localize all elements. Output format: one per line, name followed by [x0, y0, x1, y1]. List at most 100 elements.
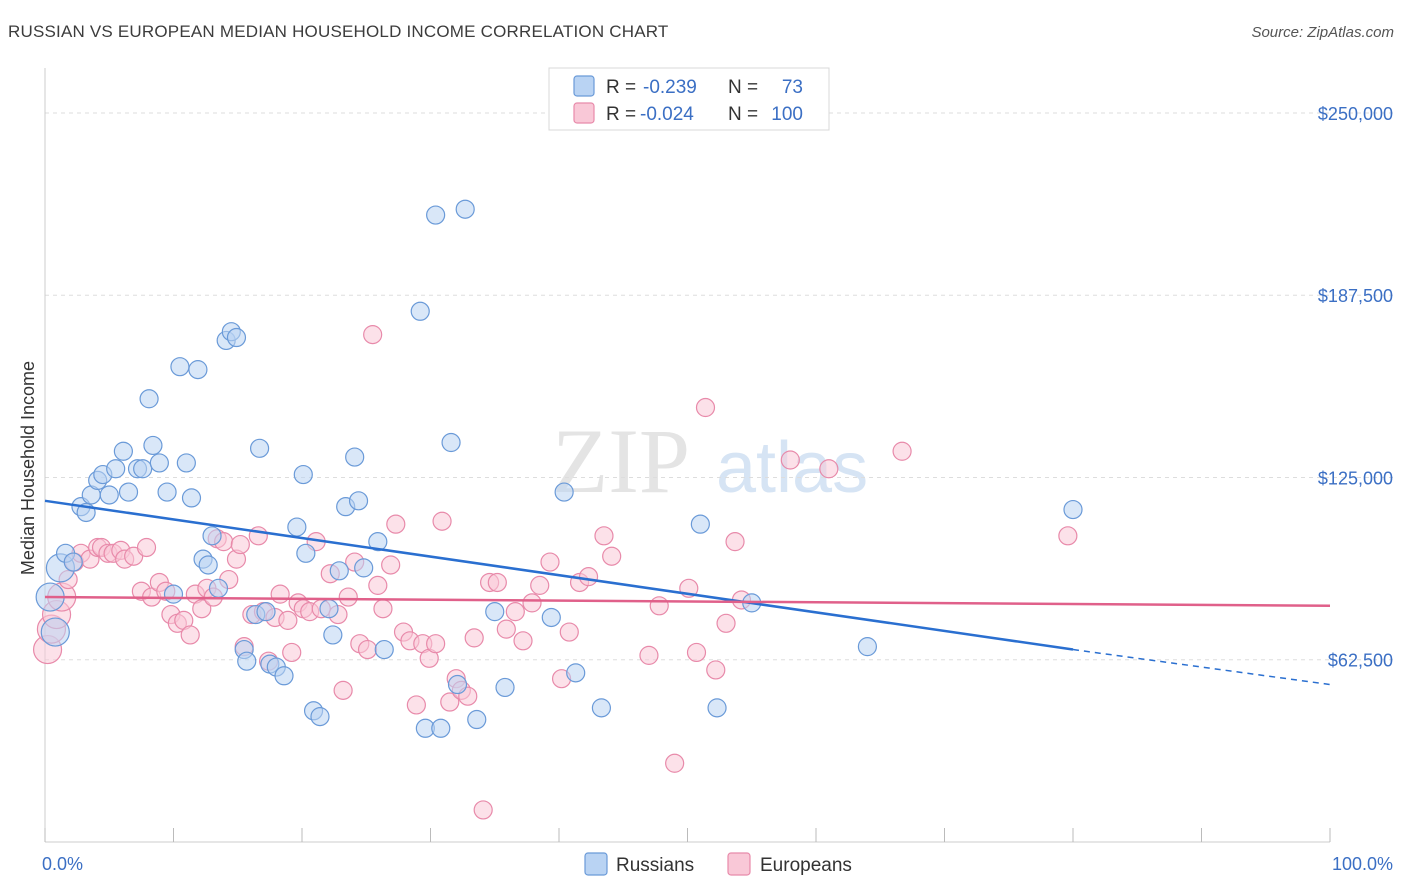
russians-point-19 [157, 482, 177, 502]
europeans-point-88 [665, 753, 685, 773]
russians-point-40 [287, 517, 307, 537]
europeans-point-71 [473, 800, 493, 820]
europeans-point-65 [432, 511, 452, 531]
x-tick-label-min: 0.0% [42, 854, 83, 874]
europeans-point-78 [530, 575, 550, 595]
legend-n-label-russians: N = [728, 77, 758, 98]
russians-point-26 [198, 555, 218, 575]
europeans-point-75 [505, 602, 525, 622]
russians-point-23 [181, 488, 202, 508]
series-legend-label-europeans: Europeans [760, 855, 852, 876]
russians-point-11 [106, 459, 126, 479]
russians-trendline [44, 499, 1074, 651]
russians-point-70 [857, 637, 878, 657]
europeans-point-91 [695, 397, 716, 418]
europeans-point-23 [180, 625, 200, 645]
europeans-point-90 [686, 642, 707, 663]
russians-point-24 [188, 360, 208, 380]
europeans-point-50 [338, 587, 358, 607]
y-tick-label-1: $125,000 [1318, 468, 1393, 488]
russians-point-51 [354, 558, 374, 578]
russians-point-36 [256, 602, 276, 622]
europeans-point-93 [716, 613, 736, 633]
chart-source: Source: ZipAtlas.com [1251, 24, 1394, 41]
europeans-points [32, 325, 1078, 820]
russians-point-44 [310, 707, 330, 727]
series-legend-swatch-russians [584, 852, 608, 876]
russians-point-28 [208, 578, 229, 598]
europeans-point-94 [725, 532, 745, 552]
russians-point-50 [348, 491, 369, 511]
russians-point-41 [293, 464, 313, 485]
gridlines [45, 112, 1395, 661]
russians-point-47 [329, 561, 349, 581]
legend-r-label-europeans: R = [606, 104, 636, 125]
russians-point-56 [426, 205, 446, 225]
russians-point-21 [170, 357, 190, 377]
russians-point-22 [176, 453, 196, 473]
europeans-point-57 [381, 555, 401, 575]
legend-n-value-russians: 73 [782, 77, 803, 98]
russians-trendline-extension [1072, 648, 1331, 686]
russians-point-4 [63, 552, 83, 572]
russians-point-10 [99, 485, 119, 505]
y-tick-label-3: $250,000 [1318, 104, 1393, 124]
europeans-point-85 [602, 546, 622, 566]
y-tick-label-0: $62,500 [1328, 651, 1393, 671]
russians-point-35 [249, 438, 270, 458]
europeans-point-64 [426, 634, 446, 654]
russians-point-71 [1063, 499, 1083, 520]
europeans-point-56 [373, 599, 393, 619]
europeans-point-16 [136, 537, 157, 558]
russians-point-16 [139, 389, 159, 409]
y-axis-label: Median Household Income [18, 361, 38, 575]
x-tick-label-max: 100.0% [1332, 854, 1393, 874]
europeans-point-81 [559, 622, 579, 642]
russians-point-1 [40, 617, 70, 647]
watermark-zip: ZIP [552, 410, 690, 512]
russians-point-67 [591, 698, 612, 718]
europeans-point-77 [522, 593, 542, 613]
europeans-point-41 [282, 642, 302, 663]
legend-n-label-europeans: N = [728, 104, 758, 125]
russians-point-46 [323, 625, 343, 645]
russians-point-18 [149, 453, 169, 473]
europeans-point-39 [270, 584, 290, 604]
russians-point-49 [345, 447, 365, 467]
russians-point-68 [690, 514, 710, 534]
europeans-point-99 [1058, 526, 1078, 546]
russians-point-20 [163, 584, 184, 604]
russians-point-13 [118, 482, 139, 502]
russians-point-31 [226, 327, 247, 348]
europeans-point-83 [578, 567, 599, 587]
europeans-point-53 [357, 639, 378, 660]
russians-point-58 [441, 432, 461, 453]
europeans-point-54 [363, 325, 383, 345]
y-tick-label-2: $187,500 [1318, 286, 1393, 306]
europeans-point-73 [487, 572, 507, 593]
russians-point-42 [296, 543, 316, 563]
russians-point-59 [447, 674, 468, 695]
legend-r-label-russians: R = [606, 77, 636, 98]
legend-r-value-russians: -0.239 [643, 77, 697, 98]
europeans-point-76 [513, 631, 533, 651]
series-legend-label-russians: Russians [616, 855, 694, 876]
series-legend: Russians Europeans [584, 852, 852, 876]
legend-swatch-europeans [573, 102, 595, 124]
y-tick-labels: $62,500 $125,000 $187,500 $250,000 [1318, 104, 1393, 671]
axes [44, 68, 1331, 843]
watermark: ZIP atlas [552, 410, 868, 512]
europeans-point-61 [406, 695, 426, 715]
europeans-point-70 [464, 628, 484, 648]
europeans-point-58 [386, 514, 406, 534]
europeans-point-87 [649, 596, 669, 616]
legend-n-value-europeans: 100 [771, 104, 803, 125]
legend-r-value-europeans: -0.024 [640, 104, 694, 125]
europeans-point-25 [192, 599, 212, 619]
europeans-point-79 [540, 552, 560, 572]
russians-point-61 [467, 709, 487, 730]
russians-point-69 [707, 698, 727, 718]
russians-point-45 [319, 599, 339, 619]
europeans-point-55 [368, 575, 388, 595]
